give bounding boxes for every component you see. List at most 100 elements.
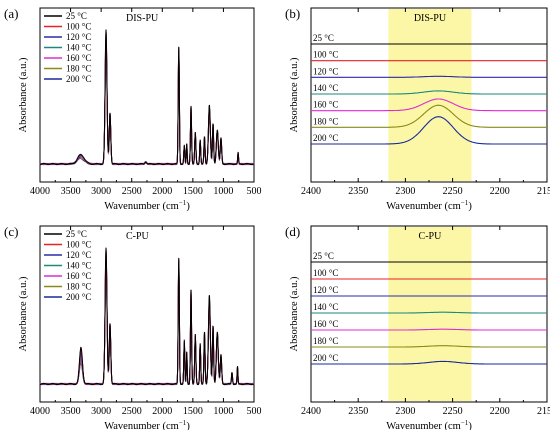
series-group bbox=[39, 247, 255, 386]
panel-label: (d) bbox=[285, 224, 300, 239]
x-tick-label: 500 bbox=[247, 186, 262, 197]
curve-label: 25 °C bbox=[313, 251, 334, 261]
series-line bbox=[311, 104, 547, 128]
x-tick-label: 2500 bbox=[122, 186, 142, 197]
panel-a: 4000 3500 3000 2500 2000 1500 1000 500 Wavenumbe… bbox=[4, 6, 262, 212]
x-tick-label: 2200 bbox=[490, 406, 510, 417]
x-tick-label: 1500 bbox=[183, 406, 203, 417]
legend-label: 180 °C bbox=[66, 282, 91, 292]
legend-label: 100 °C bbox=[66, 240, 91, 250]
x-tick-label: 2000 bbox=[152, 406, 172, 417]
panel-title: DIS-PU bbox=[126, 13, 159, 24]
series-line bbox=[311, 328, 547, 331]
panel-label: (c) bbox=[4, 224, 18, 239]
panel-b: 2400 2350 2300 2250 2200 2150 Wavenumber (cm−1… bbox=[285, 6, 550, 212]
x-tick-label: 1500 bbox=[183, 186, 203, 197]
x-tick-label: 2250 bbox=[443, 186, 463, 197]
highlight-band bbox=[388, 227, 472, 401]
legend-label: 100 °C bbox=[66, 22, 91, 32]
y-axis-title: Absorbance (a.u.) bbox=[289, 276, 300, 351]
x-tick-label: 2500 bbox=[122, 406, 142, 417]
series-group bbox=[311, 261, 547, 365]
x-tick-label: 1000 bbox=[213, 186, 233, 197]
panel-label: (a) bbox=[4, 6, 18, 21]
x-tick-label: 2400 bbox=[301, 406, 321, 417]
x-tick-label: 2250 bbox=[443, 406, 463, 417]
x-tick-label: 2150 bbox=[537, 186, 550, 197]
legend-label: 120 °C bbox=[66, 250, 91, 260]
panel-title: DIS-PU bbox=[414, 13, 447, 24]
x-tick-label: 2350 bbox=[348, 186, 368, 197]
plot-frame bbox=[39, 7, 255, 183]
x-axis-title: Wavenumber (cm−1) bbox=[104, 419, 190, 430]
x-tick-label: 2200 bbox=[490, 186, 510, 197]
curve-label: 200 °C bbox=[313, 133, 338, 143]
x-tick-label: 4000 bbox=[30, 186, 50, 197]
series-line bbox=[311, 75, 547, 78]
curve-label: 140 °C bbox=[313, 83, 338, 93]
x-tick-label: 2300 bbox=[395, 406, 415, 417]
x-tick-label: 4000 bbox=[30, 406, 50, 417]
curve-label: 160 °C bbox=[313, 319, 338, 329]
curve-label: 140 °C bbox=[313, 302, 338, 312]
x-axis-title: Wavenumber (cm−1) bbox=[386, 419, 472, 430]
y-axis-title: Absorbance (a.u.) bbox=[289, 57, 300, 132]
panel-title: C-PU bbox=[419, 231, 443, 242]
series-line bbox=[311, 360, 547, 365]
curve-label: 25 °C bbox=[313, 33, 334, 43]
curve-label: 120 °C bbox=[313, 285, 338, 295]
highlight-band bbox=[388, 9, 472, 181]
x-tick-label: 500 bbox=[247, 406, 262, 417]
panel-d: 2400 2350 2300 2250 2200 2150 Wavenumber (cm−1… bbox=[285, 224, 550, 430]
x-tick-label: 3500 bbox=[61, 406, 81, 417]
legend-label: 25 °C bbox=[66, 229, 87, 239]
series-line bbox=[311, 345, 547, 348]
x-tick-label: 2350 bbox=[348, 406, 368, 417]
legend-label: 200 °C bbox=[66, 74, 91, 84]
x-tick-label: 2400 bbox=[301, 186, 321, 197]
legend-label: 140 °C bbox=[66, 261, 91, 271]
x-tick-label: 3500 bbox=[61, 186, 81, 197]
series-line bbox=[311, 116, 547, 145]
legend-label: 120 °C bbox=[66, 32, 91, 42]
plot-frame bbox=[39, 225, 255, 403]
panel-label: (b) bbox=[285, 6, 300, 21]
panel-title: C-PU bbox=[126, 231, 150, 242]
curve-label: 100 °C bbox=[313, 268, 338, 278]
legend-label: 200 °C bbox=[66, 292, 91, 302]
y-axis-title: Absorbance (a.u.) bbox=[18, 57, 29, 132]
x-tick-label: 2000 bbox=[152, 186, 172, 197]
legend-label: 25 °C bbox=[66, 11, 87, 21]
legend-label: 140 °C bbox=[66, 43, 91, 53]
series-group bbox=[311, 43, 547, 145]
x-axis-title: Wavenumber (cm−1) bbox=[104, 199, 190, 212]
x-tick-label: 1000 bbox=[213, 406, 233, 417]
curve-label: 100 °C bbox=[313, 50, 338, 60]
y-axis-title: Absorbance (a.u.) bbox=[18, 276, 29, 351]
curve-label: 200 °C bbox=[313, 353, 338, 363]
series-group bbox=[39, 29, 255, 166]
panel-c: 4000 3500 3000 2500 2000 1500 1000 500 Wavenumbe… bbox=[4, 224, 262, 430]
curve-label: 160 °C bbox=[313, 100, 338, 110]
series-line bbox=[311, 98, 547, 112]
legend-label: 180 °C bbox=[66, 64, 91, 74]
legend-label: 160 °C bbox=[66, 271, 91, 281]
x-tick-label: 3000 bbox=[91, 186, 111, 197]
curve-label: 180 °C bbox=[313, 336, 338, 346]
plot-frame bbox=[310, 7, 548, 183]
series-line bbox=[40, 29, 255, 166]
legend-label: 160 °C bbox=[66, 53, 91, 63]
series-line bbox=[311, 311, 547, 314]
series-line bbox=[311, 90, 547, 95]
plot-frame bbox=[310, 225, 548, 403]
x-tick-label: 2300 bbox=[395, 186, 415, 197]
x-axis-title: Wavenumber (cm−1) bbox=[386, 199, 472, 212]
series-line bbox=[40, 247, 255, 386]
curve-label: 180 °C bbox=[313, 116, 338, 126]
x-tick-label: 2150 bbox=[537, 406, 550, 417]
curve-label: 120 °C bbox=[313, 66, 338, 76]
x-tick-label: 3000 bbox=[91, 406, 111, 417]
